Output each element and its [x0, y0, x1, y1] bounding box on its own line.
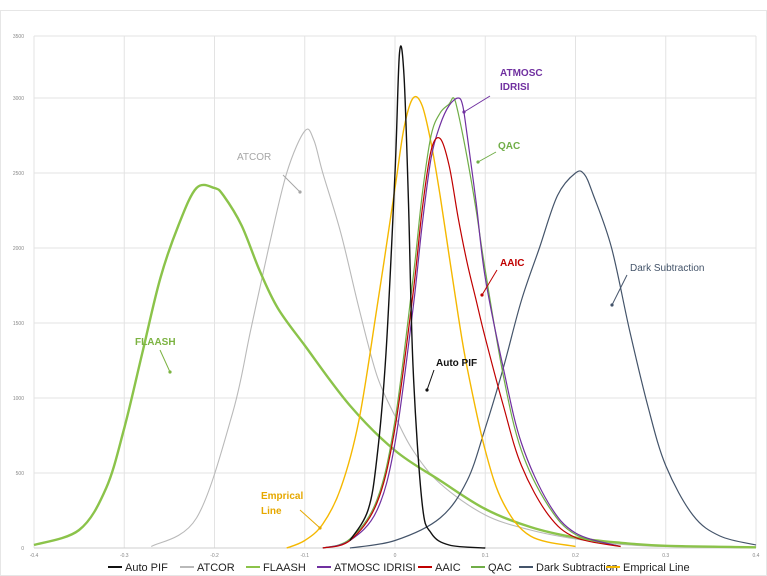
legend-label: ATCOR — [197, 562, 235, 574]
annotation-label: ATCOR — [237, 152, 271, 163]
y-tick-label: 2500 — [13, 171, 24, 177]
x-axis-tick-labels: -0.4 -0.3 -0.2 -0.1 0 0.1 0.2 0.3 0.4 — [30, 553, 760, 559]
annotation-label: FLAASH — [135, 337, 176, 348]
y-axis-tick-labels: 0 500 1000 1500 2000 2500 3000 3500 — [13, 34, 24, 552]
annotation-label: QAC — [498, 141, 520, 152]
annotation-leader-line — [426, 369, 435, 391]
grid-lines — [33, 35, 757, 549]
x-tick-label: -0.2 — [210, 553, 219, 559]
x-tick-label: -0.4 — [30, 553, 39, 559]
series-line-flaash — [33, 183, 757, 549]
annotation-label: Dark Subtraction — [630, 263, 704, 274]
annotation-leader-line — [282, 174, 301, 193]
annotations: ATMOSC IDRISI QAC ATCOR AAIC Dark Subtraction… — [135, 68, 704, 530]
legend: Auto PIF ATCOR FLAASH ATMOSC IDRISI AAIC QAC D… — [108, 562, 690, 574]
legend-label: FLAASH — [263, 562, 306, 574]
series-line-dark-subtraction — [349, 170, 757, 549]
series-line-atmosc-idrisi — [322, 97, 621, 549]
series-lines — [33, 45, 757, 549]
annotation-label: Emprical — [261, 491, 303, 502]
x-tick-label: -0.1 — [300, 553, 309, 559]
legend-label: AAIC — [435, 562, 461, 574]
annotation-label: Line — [261, 506, 282, 517]
annotation-label: ATMOSC — [500, 68, 543, 79]
y-tick-label: 500 — [16, 471, 25, 477]
annotation-leader-line — [611, 274, 628, 306]
legend-label: Emprical Line — [623, 562, 690, 574]
y-tick-label: 1500 — [13, 321, 24, 327]
annotation-leader-dot — [476, 160, 480, 164]
y-tick-label: 1000 — [13, 396, 24, 402]
y-tick-label: 3000 — [13, 96, 24, 102]
annotation-leader-dot — [318, 526, 322, 530]
x-tick-label: 0.4 — [753, 553, 760, 559]
x-tick-label: 0.1 — [482, 553, 489, 559]
annotation-leader-dot — [298, 190, 302, 194]
annotation-label: AAIC — [500, 258, 524, 269]
annotation-leader-dot — [425, 388, 429, 392]
annotation-leader-dot — [462, 110, 466, 114]
series-line-qac — [322, 97, 621, 549]
legend-label: Auto PIF — [125, 562, 168, 574]
annotation-leader-line — [463, 95, 491, 113]
annotation-leader-line — [299, 509, 321, 529]
series-line-aaic — [322, 137, 621, 549]
y-tick-label: 3500 — [13, 34, 24, 40]
legend-label: QAC — [488, 562, 512, 574]
x-tick-label: 0.3 — [662, 553, 669, 559]
annotation-leader-dot — [480, 293, 484, 297]
annotation-label: Auto PIF — [436, 358, 477, 369]
x-tick-label: 0 — [394, 553, 397, 559]
series-line-atcor — [151, 128, 757, 549]
legend-label: ATMOSC IDRISI — [334, 562, 416, 574]
legend-label: Dark Subtraction — [536, 562, 618, 574]
y-tick-label: 0 — [21, 546, 24, 552]
annotation-leader-dot — [610, 303, 614, 307]
annotation-leader-line — [481, 269, 498, 296]
annotation-leader-dot — [168, 370, 172, 374]
x-tick-label: 0.2 — [572, 553, 579, 559]
y-tick-label: 2000 — [13, 246, 24, 252]
series-line-emprical-line — [286, 95, 576, 549]
x-tick-label: -0.3 — [120, 553, 129, 559]
annotation-leader-line — [159, 349, 171, 373]
annotation-label: IDRISI — [500, 82, 530, 93]
annotation-leader-line — [477, 151, 497, 163]
series-line-auto-pif — [349, 45, 486, 549]
